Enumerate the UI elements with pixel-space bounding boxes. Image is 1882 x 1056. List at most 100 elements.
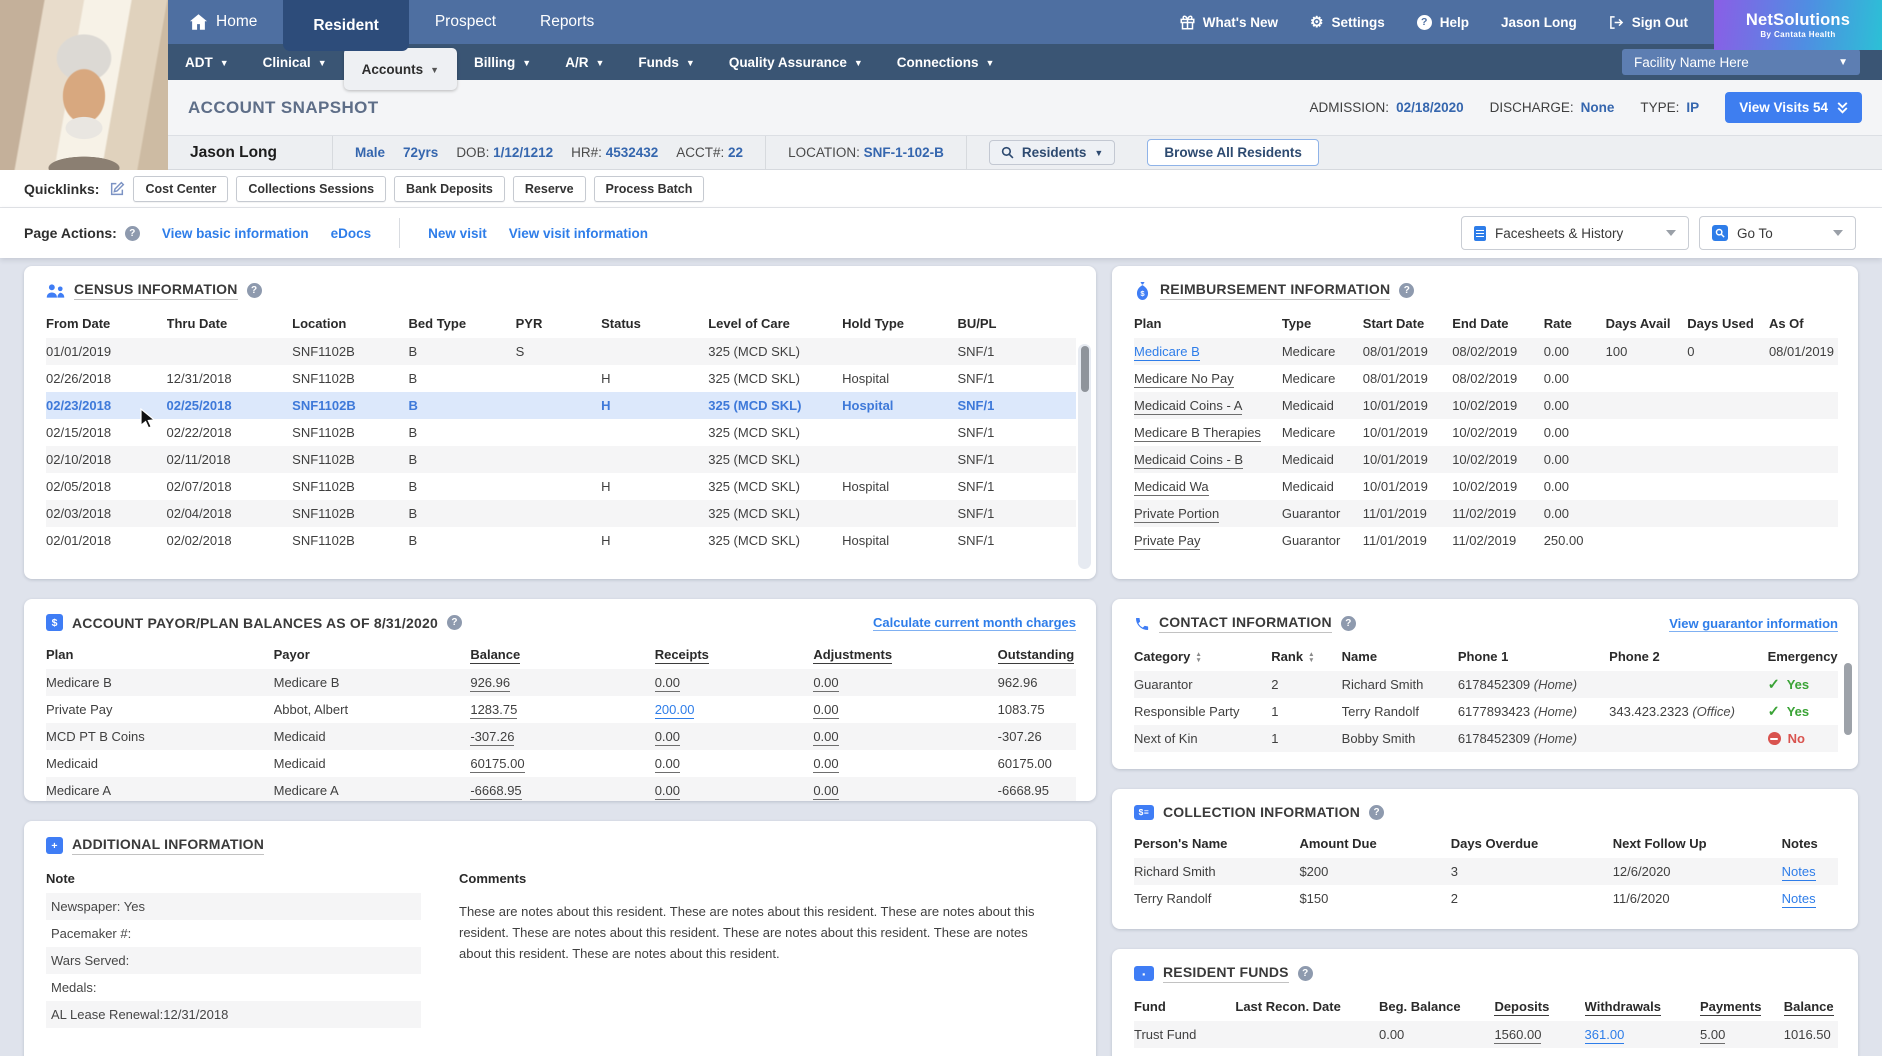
- sortable-column-header[interactable]: Payments: [1700, 999, 1762, 1016]
- table-row[interactable]: Trust Fund 0.00 1560.00 361.00 5.00 1016.50: [1134, 1021, 1838, 1048]
- cell-value[interactable]: 0.00: [654, 729, 681, 746]
- sortable-column-header[interactable]: Adjustments: [813, 647, 893, 664]
- cell-value[interactable]: -307.26: [470, 729, 515, 746]
- browse-all-residents-button[interactable]: Browse All Residents: [1147, 139, 1319, 166]
- cell-value[interactable]: Private Pay: [1134, 533, 1201, 550]
- quicklink-reserve[interactable]: Reserve: [512, 175, 586, 202]
- help-icon[interactable]: ?: [124, 225, 140, 241]
- table-row[interactable]: Private Portion Guarantor 11/01/2019 11/02/…: [1134, 500, 1838, 527]
- menu-accounts[interactable]: Accounts ▼: [343, 48, 458, 90]
- table-row[interactable]: MCD PT B Coins Medicaid -307.26 0.00 0.00 -30…: [46, 723, 1076, 750]
- cell-value[interactable]: 0.00: [813, 783, 839, 800]
- scrollbar-thumb[interactable]: [1844, 663, 1852, 735]
- facesheets-history-dropdown[interactable]: Facesheets & History: [1461, 216, 1689, 250]
- table-row[interactable]: Guarantor 2 Richard Smith 6178452309 (Home)…: [1134, 671, 1838, 698]
- sign-out-button[interactable]: Sign Out: [1593, 0, 1704, 44]
- sort-icon[interactable]: ▲ ▼: [1195, 650, 1202, 664]
- help-icon[interactable]: ?: [446, 615, 462, 630]
- goto-dropdown[interactable]: Go To: [1699, 216, 1856, 250]
- table-row[interactable]: 02/26/2018 12/31/2018 SNF1102B B H 325 (MCD S…: [46, 365, 1076, 392]
- table-row[interactable]: Medicare B Medicare 08/01/2019 08/02/2019 0.…: [1134, 338, 1838, 365]
- cell-value[interactable]: 0.00: [813, 756, 839, 773]
- admission-value[interactable]: 02/18/2020: [1396, 100, 1464, 115]
- new-visit-link[interactable]: New visit: [428, 225, 487, 241]
- table-row[interactable]: Richard Smith $200 3 12/6/2020 Notes: [1134, 858, 1838, 885]
- table-row[interactable]: Next of Kin 1 Bobby Smith 6178452309 (Home)…: [1134, 725, 1838, 752]
- calculate-charges-link[interactable]: Calculate current month charges: [873, 614, 1076, 631]
- scrollbar-track[interactable]: [1078, 344, 1091, 569]
- cell-value[interactable]: 0.00: [654, 783, 681, 800]
- sort-icon[interactable]: ▲ ▼: [1308, 650, 1315, 664]
- menu-billing[interactable]: Billing ▼: [457, 44, 548, 80]
- table-row[interactable]: Medicaid Medicaid 60175.00 0.00 0.00 60175.00: [46, 750, 1076, 777]
- sortable-column-header[interactable]: Receipts: [654, 647, 709, 664]
- sortable-column-header[interactable]: Balance: [470, 647, 521, 664]
- cell-value[interactable]: Medicaid Wa: [1134, 479, 1209, 496]
- quicklink-process-batch[interactable]: Process Batch: [593, 175, 705, 202]
- view-visits-button[interactable]: View Visits 54: [1725, 92, 1862, 123]
- table-row[interactable]: Medicaid Wa Medicaid 10/01/2019 10/02/2019 0…: [1134, 473, 1838, 500]
- table-row[interactable]: Medicare No Pay Medicare 08/01/2019 08/02/2…: [1134, 365, 1838, 392]
- cell-value[interactable]: 0.00: [813, 702, 839, 719]
- table-row[interactable]: Private Pay Guarantor 11/01/2019 11/02/2019…: [1134, 527, 1838, 554]
- edit-icon[interactable]: [109, 181, 125, 197]
- table-row[interactable]: 02/05/2018 02/07/2018 SNF1102B B H 325 (MCD S…: [46, 473, 1076, 500]
- view-guarantor-link[interactable]: View guarantor information: [1669, 615, 1838, 632]
- menu-connections[interactable]: Connections ▼: [880, 44, 1012, 80]
- help-icon[interactable]: ?: [1340, 616, 1356, 631]
- cell-value[interactable]: 926.96: [470, 675, 511, 692]
- cell-link[interactable]: 200.00: [654, 702, 695, 719]
- view-basic-information-link[interactable]: View basic information: [161, 225, 309, 241]
- facility-selector[interactable]: Facility Name Here ▼: [1622, 49, 1860, 75]
- cell-value[interactable]: 5.00: [1700, 1027, 1726, 1044]
- sortable-column-header[interactable]: Withdrawals: [1584, 999, 1661, 1016]
- nav-prospect[interactable]: Prospect: [413, 0, 518, 44]
- menu-adt[interactable]: ADT ▼: [168, 44, 246, 80]
- cell-value[interactable]: 0.00: [813, 729, 839, 746]
- sortable-column-header[interactable]: Deposits: [1494, 999, 1550, 1016]
- menu-funds[interactable]: Funds ▼: [621, 44, 711, 80]
- cell-value[interactable]: 0.00: [654, 756, 681, 773]
- column-header-label[interactable]: Category: [1134, 649, 1191, 664]
- table-row[interactable]: Medicaid Coins - A Medicaid 10/01/2019 10/0…: [1134, 392, 1838, 419]
- menu-ar[interactable]: A/R ▼: [548, 44, 621, 80]
- whats-new-button[interactable]: What's New: [1164, 0, 1294, 44]
- cell-link[interactable]: Notes: [1781, 891, 1816, 908]
- table-row[interactable]: Private Pay Abbot, Albert 1283.75 200.00 0.0…: [46, 696, 1076, 723]
- cell-value[interactable]: Medicare No Pay: [1134, 371, 1234, 388]
- user-menu[interactable]: Jason Long: [1485, 0, 1593, 44]
- quicklink-collections-sessions[interactable]: Collections Sessions: [236, 175, 387, 202]
- cell-value[interactable]: 1560.00: [1494, 1027, 1542, 1044]
- view-visit-information-link[interactable]: View visit information: [508, 225, 648, 241]
- menu-clinical[interactable]: Clinical ▼: [246, 44, 344, 80]
- menu-quality-assurance[interactable]: Quality Assurance ▼: [712, 44, 880, 80]
- cell-value[interactable]: Private Portion: [1134, 506, 1220, 523]
- help-icon[interactable]: ?: [1369, 804, 1385, 820]
- cell-link[interactable]: Notes: [1781, 864, 1816, 881]
- settings-button[interactable]: ⚙ Settings: [1294, 0, 1401, 44]
- table-row[interactable]: Medicare B Medicare B 926.96 0.00 0.00 962.96: [46, 669, 1076, 696]
- quicklink-bank-deposits[interactable]: Bank Deposits: [394, 175, 505, 202]
- nav-reports[interactable]: Reports: [518, 0, 616, 44]
- table-row[interactable]: 01/01/2019 SNF1102B B S 325 (MCD SKL) SNF/1: [46, 338, 1076, 365]
- table-row[interactable]: 02/15/2018 02/22/2018 SNF1102B B 325 (MCD SK…: [46, 419, 1076, 446]
- quicklink-cost-center[interactable]: Cost Center: [133, 175, 229, 202]
- table-row[interactable]: 02/01/2018 02/02/2018 SNF1102B B H 325 (MCD S…: [46, 527, 1076, 554]
- cell-value[interactable]: Medicare B Therapies: [1134, 425, 1261, 442]
- cell-value[interactable]: 0.00: [654, 675, 681, 692]
- table-row[interactable]: Medicare A Medicare A -6668.95 0.00 0.00 -666…: [46, 777, 1076, 801]
- cell-value[interactable]: Medicaid Coins - A: [1134, 398, 1243, 415]
- help-icon[interactable]: ?: [1297, 966, 1313, 981]
- help-icon[interactable]: ?: [1399, 283, 1415, 298]
- residents-search-dropdown[interactable]: Residents ▼: [988, 140, 1116, 165]
- column-header-label[interactable]: Rank: [1271, 649, 1304, 664]
- cell-value[interactable]: 60175.00: [470, 756, 525, 773]
- table-row-selected[interactable]: 02/23/2018 02/25/2018 SNF1102B B H 325 (MCD S…: [46, 392, 1076, 419]
- cell-value[interactable]: 0.00: [813, 675, 839, 692]
- sortable-column-header[interactable]: Balance: [1783, 999, 1834, 1016]
- table-row[interactable]: Terry Randolf $150 2 11/6/2020 Notes: [1134, 885, 1838, 912]
- table-row[interactable]: Medicaid Coins - B Medicaid 10/01/2019 10/0…: [1134, 446, 1838, 473]
- cell-link[interactable]: Medicare B: [1134, 344, 1200, 361]
- table-row[interactable]: Medicare B Therapies Medicare 10/01/2019 10…: [1134, 419, 1838, 446]
- table-row[interactable]: 02/03/2018 02/04/2018 SNF1102B B 325 (MCD SK…: [46, 500, 1076, 527]
